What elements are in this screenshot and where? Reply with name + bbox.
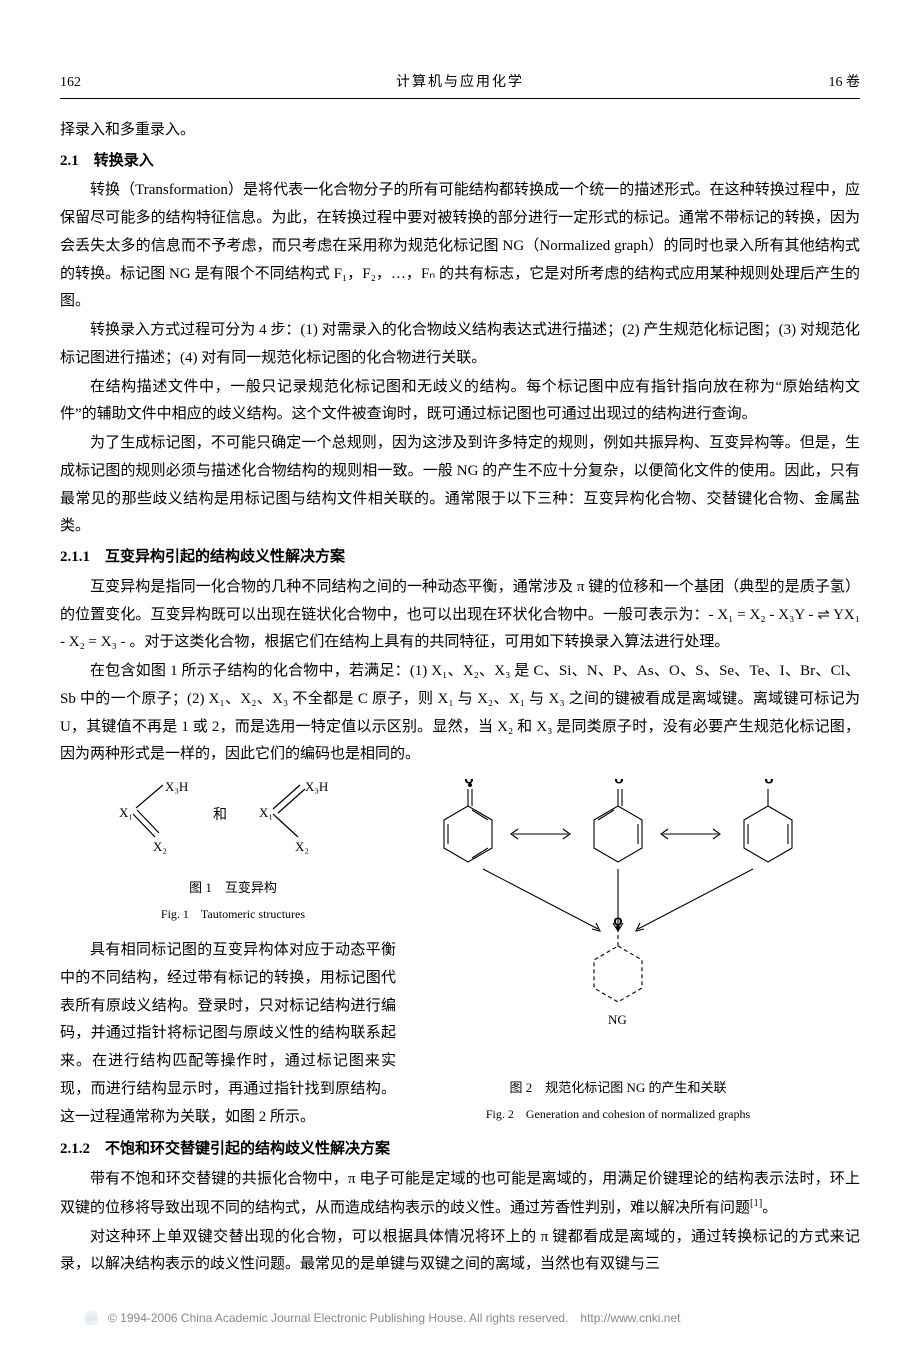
fig1-left-x2: X₂ <box>153 839 167 854</box>
svg-text:O: O <box>765 779 773 786</box>
para-four-steps: 转换录入方式过程可分为 4 步：(1) 对需录入的化合物歧义结构表达式进行描述；… <box>60 317 860 373</box>
fig1-right-x2: X₂ <box>295 839 309 854</box>
page-footer: © 1994-2006 China Academic Journal Elect… <box>60 1307 860 1329</box>
fig1-left-x3h: X₃H <box>165 779 188 794</box>
fig1-right-x1: X₁ <box>259 805 273 820</box>
fig2-ng-label: NG <box>608 1012 627 1027</box>
fig1-connector: 和 <box>213 807 227 823</box>
citation-1: [1] <box>750 1198 762 1209</box>
para-tautomer-def: 互变异构是指同一化合物的几种不同结构之间的一种动态平衡，通常涉及 π 键的位移和… <box>60 574 860 657</box>
figure-1: X₁ X₂ X₃H 和 X₁ X₂ X₃H 图 <box>60 779 396 925</box>
journal-title: 计算机与应用化学 <box>140 70 780 96</box>
svg-text:O: O <box>615 779 623 786</box>
figure-2: O O <box>396 779 860 1125</box>
section-2-1-2-heading: 2.1.2 不饱和环交替键引起的结构歧义性解决方案 <box>60 1136 860 1164</box>
footer-text: © 1994-2006 China Academic Journal Elect… <box>108 1307 680 1329</box>
publisher-icon <box>82 1309 100 1327</box>
section-2-1-heading: 2.1 转换录入 <box>60 148 860 176</box>
para-generate-ng: 为了生成标记图，不可能只确定一个总规则，因为这涉及到许多特定的规则，例如共振异构… <box>60 430 860 541</box>
para-association: 具有相同标记图的互变异构体对应于动态平衡中的不同结构，经过带有标记的转换，用标记… <box>60 937 396 1131</box>
figure-2-caption-cn: 图 2 规范化标记图 NG 的产生和关联 <box>396 1076 840 1100</box>
fig1-left-x1: X₁ <box>119 805 133 820</box>
svg-text:O: O <box>465 779 473 786</box>
figures-region: X₁ X₂ X₃H 和 X₁ X₂ X₃H 图 <box>60 779 860 1132</box>
svg-text:O: O <box>614 916 622 928</box>
figure-2-caption-en: Fig. 2 Generation and cohesion of normal… <box>396 1103 840 1125</box>
para-alternating-bonds: 带有不饱和环交替键的共振化合物中，π 电子可能是定域的也可能是离域的，用满足价键… <box>60 1166 860 1223</box>
page-container: 162 计算机与应用化学 16 卷 择录入和多重录入。 2.1 转换录入 转换（… <box>0 0 920 1369</box>
para-alt-text: 带有不饱和环交替键的共振化合物中，π 电子可能是定域的也可能是离域的，用满足价键… <box>60 1171 860 1216</box>
para-alt-tail: 。 <box>762 1200 777 1216</box>
running-header: 162 计算机与应用化学 16 卷 <box>60 70 860 99</box>
para-tautomer-rules: 在包含如图 1 所示子结构的化合物中，若满足：(1) X₁、X₂、X₃ 是 C、… <box>60 658 860 769</box>
left-column: X₁ X₂ X₃H 和 X₁ X₂ X₃H 图 <box>60 779 396 1132</box>
figure-1-caption-en: Fig. 1 Tautomeric structures <box>70 903 396 925</box>
para-ring-delocalization: 对这种环上单双键交替出现的化合物，可以根据具体情况将环上的 π 键都看成是离域的… <box>60 1224 860 1280</box>
para-description-file: 在结构描述文件中，一般只记录规范化标记图和无歧义的结构。每个标记图中应有指针指向… <box>60 374 860 430</box>
para-continuation: 择录入和多重录入。 <box>60 117 860 145</box>
para-association-wrap: 具有相同标记图的互变异构体对应于动态平衡中的不同结构，经过带有标记的转换，用标记… <box>60 937 396 1131</box>
page-number: 162 <box>60 70 140 96</box>
figure-2-svg: O O <box>408 779 828 1059</box>
section-2-1-1-heading: 2.1.1 互变异构引起的结构歧义性解决方案 <box>60 544 860 572</box>
figure-1-svg: X₁ X₂ X₃H 和 X₁ X₂ X₃H <box>103 779 363 859</box>
fig1-right-x3h: X₃H <box>305 779 328 794</box>
figure-1-caption-cn: 图 1 互变异构 <box>70 876 396 900</box>
volume-label: 16 卷 <box>780 70 860 96</box>
para-transformation-intro: 转换（Transformation）是将代表一化合物分子的所有可能结构都转换成一… <box>60 177 860 316</box>
